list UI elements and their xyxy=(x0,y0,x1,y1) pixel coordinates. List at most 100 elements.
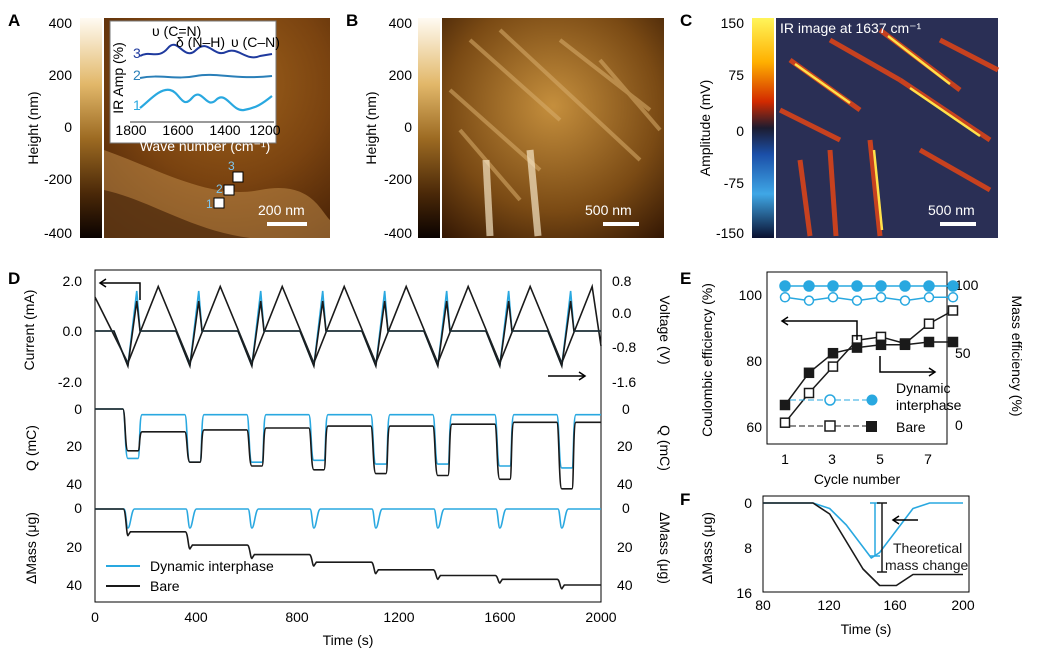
e-point-1-2 xyxy=(827,280,839,292)
e-point-1-5 xyxy=(899,280,911,292)
panel-label-b: B xyxy=(346,11,358,30)
height-colorbar-b xyxy=(418,18,440,238)
legend-e: Dynamic interphase Bare xyxy=(790,380,962,435)
d-xlabel: Time (s) xyxy=(323,632,374,648)
e-ytick-100: 100 xyxy=(739,287,763,303)
q-left-tick-2: 40 xyxy=(66,476,82,492)
f-ytick-8: 8 xyxy=(744,540,752,556)
e-point-1-6 xyxy=(923,280,935,292)
panel-c: C 150 75 0 -75 -150 Amplitude (mV) IR im… xyxy=(680,11,1000,241)
efficiency-plot xyxy=(779,280,959,428)
f-xtick-160: 160 xyxy=(883,597,907,613)
e-point-3-3 xyxy=(851,342,863,353)
mass-trace-bare xyxy=(95,508,601,590)
panel-label-f: F xyxy=(680,490,690,509)
marker-1: 1 xyxy=(206,197,213,211)
inset-xtick-1: 1600 xyxy=(162,122,193,138)
charge-trace-dynamic xyxy=(95,408,601,469)
inset-xtick-2: 1400 xyxy=(209,122,240,138)
f-trace-dynamic xyxy=(763,502,963,559)
e-y2tick-100: 100 xyxy=(955,277,979,293)
peak-label-cn-double: υ (C=N) xyxy=(152,23,201,39)
charge-trace-bare xyxy=(95,408,601,490)
mass-trace-dynamic xyxy=(95,508,601,529)
legend-d-dynamic: Dynamic interphase xyxy=(150,558,274,574)
spectrum-3 xyxy=(139,43,273,59)
e-xtick-3: 3 xyxy=(828,451,836,467)
cb-b-tick-1: 200 xyxy=(389,67,413,83)
panel-d-frame xyxy=(94,269,602,603)
ir-image-title: IR image at 1637 cm⁻¹ xyxy=(780,20,922,36)
e-ytick-80: 80 xyxy=(746,353,762,369)
scalebar-b xyxy=(603,222,639,226)
e-point-2-1 xyxy=(803,387,815,399)
f-xtick-80: 80 xyxy=(755,597,771,613)
d-xtick-4: 1600 xyxy=(484,609,515,625)
marker-3: 3 xyxy=(228,159,235,173)
e-point-2-6 xyxy=(923,318,935,329)
e-point-0-6 xyxy=(923,292,935,303)
mass-left-tick-1: 20 xyxy=(66,539,82,555)
measurement-markers: 1 2 3 xyxy=(206,159,244,211)
e-point-2-2 xyxy=(827,361,839,372)
q-left-tick-0: 0 xyxy=(74,401,82,417)
cb-b-tick-3: -200 xyxy=(384,171,412,187)
e-point-1-4 xyxy=(875,280,887,292)
e-y2tick-50: 50 xyxy=(955,345,971,361)
inset-ylabel: IR Amp (%) xyxy=(110,42,126,114)
current-axis-label: Current (mA) xyxy=(21,290,37,371)
peak-label-nh: δ (N–H) xyxy=(176,34,225,50)
d-xtick-5: 2000 xyxy=(585,609,616,625)
mass-change-plot xyxy=(763,502,963,587)
e-point-2-7 xyxy=(947,305,959,316)
scalebar-b-label: 500 nm xyxy=(585,202,632,218)
d-xtick-3: 1200 xyxy=(383,609,414,625)
e-point-3-7 xyxy=(947,336,959,348)
mass-left-tick-2: 40 xyxy=(66,577,82,593)
f-ylabel: ΔMass (μg) xyxy=(699,512,715,584)
spectrum-1 xyxy=(139,88,273,112)
e-y2tick-0: 0 xyxy=(955,417,963,433)
e-y2label: Mass efficiency (%) xyxy=(1009,295,1025,416)
e-point-3-5 xyxy=(899,339,911,351)
e-point-0-5 xyxy=(899,295,911,306)
cb-c-tick-2: 0 xyxy=(736,123,744,139)
charge-plot xyxy=(95,408,601,490)
legend-e-dynamic-1: Dynamic xyxy=(896,380,950,396)
panel-f: F ΔMass (μg) 0 8 16 80 120 160 200 Time … xyxy=(680,490,975,637)
spectrum-2 xyxy=(139,73,273,79)
spectrum-num-3: 3 xyxy=(133,45,141,61)
e-point-1-7 xyxy=(947,280,959,292)
e-point-3-1 xyxy=(803,367,815,379)
e-point-0-4 xyxy=(875,292,887,303)
scalebar-c-label: 500 nm xyxy=(928,202,975,218)
cb-a-tick-4: -400 xyxy=(44,225,72,241)
height-colorbar-a xyxy=(80,18,102,238)
inset-xtick-0: 1800 xyxy=(115,122,146,138)
e-point-0-2 xyxy=(827,292,839,303)
q-left-tick-1: 20 xyxy=(66,438,82,454)
panel-label-e: E xyxy=(680,269,691,288)
annotation-f-2: mass change xyxy=(885,557,968,573)
e-point-3-0 xyxy=(779,399,791,411)
cb-c-tick-1: 75 xyxy=(728,67,744,83)
voltage-tick-0: 0.8 xyxy=(612,273,632,289)
panel-e-frame xyxy=(766,271,948,445)
current-tick-0: 2.0 xyxy=(63,273,83,289)
e-point-3-4 xyxy=(875,339,887,351)
voltage-tick-3: -1.6 xyxy=(612,374,636,390)
cb-a-tick-1: 200 xyxy=(49,67,73,83)
mass-right-label: ΔMass (μg) xyxy=(657,512,673,584)
voltage-axis-label: Voltage (V) xyxy=(657,295,673,364)
f-xlabel: Time (s) xyxy=(841,621,892,637)
mass-right-tick-0: 0 xyxy=(622,500,630,516)
e-point-2-0 xyxy=(779,417,791,428)
d-xtick-2: 800 xyxy=(285,609,309,625)
panel-b: B 400 200 0 -200 -400 Height (nm) 500 nm xyxy=(346,11,664,241)
legend-e-dynamic-2: interphase xyxy=(896,397,962,413)
panel-a: A 400 200 0 -200 -400 Height (nm) IR Amp… xyxy=(8,11,330,241)
mass-left-tick-0: 0 xyxy=(74,500,82,516)
q-right-label: Q (mC) xyxy=(657,425,673,471)
q-right-tick-0: 0 xyxy=(622,401,630,417)
e-point-3-6 xyxy=(923,336,935,348)
